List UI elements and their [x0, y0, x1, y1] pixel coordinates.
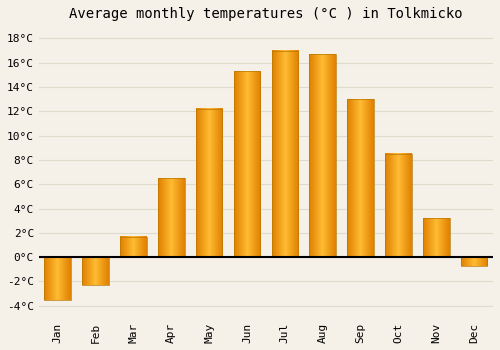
- Bar: [310, 54, 336, 257]
- Bar: [272, 51, 298, 257]
- Bar: [348, 99, 374, 257]
- Bar: [158, 178, 184, 257]
- Bar: [385, 154, 411, 257]
- Bar: [196, 109, 222, 257]
- Bar: [234, 71, 260, 257]
- Bar: [44, 257, 71, 300]
- Bar: [120, 237, 146, 257]
- Bar: [461, 257, 487, 266]
- Title: Average monthly temperatures (°C ) in Tolkmicko: Average monthly temperatures (°C ) in To…: [69, 7, 462, 21]
- Bar: [423, 218, 450, 257]
- Bar: [82, 257, 109, 285]
